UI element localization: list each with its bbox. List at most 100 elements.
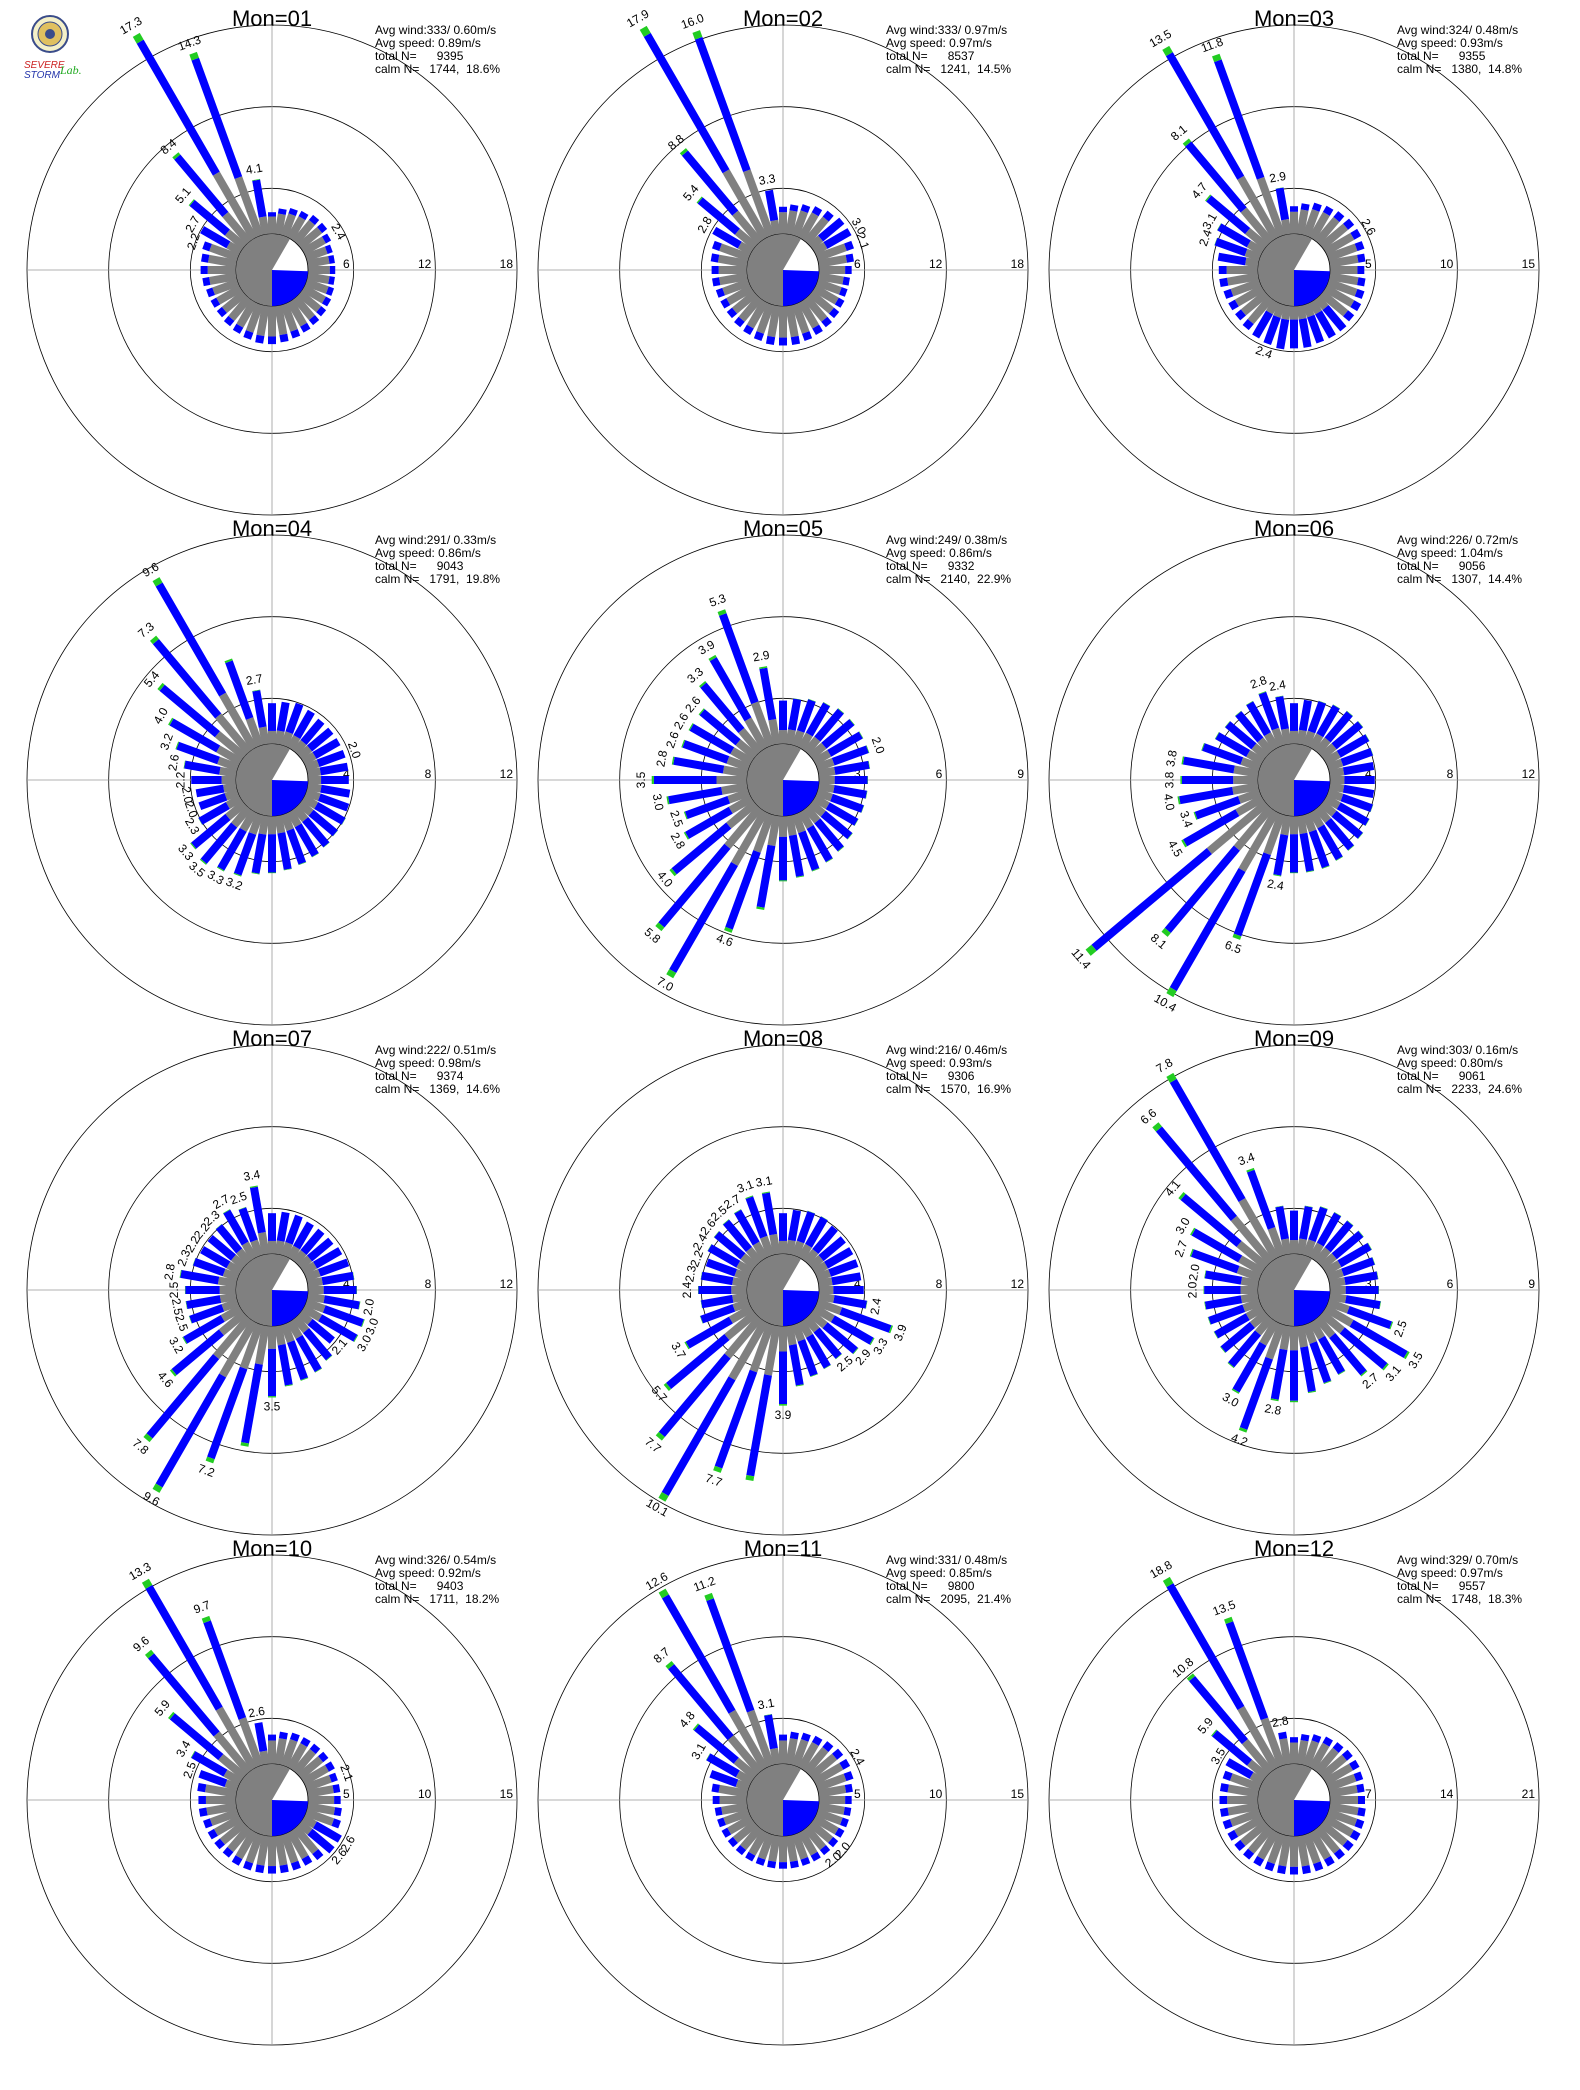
stats-line: total N= 9061 bbox=[1397, 1069, 1486, 1083]
wind-petal bbox=[1326, 1808, 1365, 1829]
petal-segment bbox=[203, 1818, 213, 1829]
petal-segment bbox=[1340, 747, 1374, 767]
wind-petal bbox=[274, 1731, 288, 1766]
petal-segment bbox=[658, 1588, 669, 1599]
petal-segment bbox=[796, 699, 816, 733]
petal-segment bbox=[699, 681, 707, 688]
wind-petal bbox=[200, 1246, 243, 1276]
wind-petal bbox=[1166, 809, 1280, 998]
ring-label: 12 bbox=[500, 767, 514, 781]
wind-petal bbox=[1328, 762, 1375, 778]
wind-petal bbox=[1238, 1322, 1286, 1433]
petal-segment bbox=[191, 1751, 228, 1777]
petal-segment bbox=[1349, 1829, 1361, 1841]
petal-segment bbox=[1246, 701, 1271, 737]
petal-segment bbox=[721, 1827, 732, 1838]
petal-segment bbox=[274, 814, 286, 834]
petal-segment bbox=[840, 1817, 849, 1828]
wind-petal bbox=[1178, 1192, 1269, 1270]
stats-line: calm N= 1307, 14.4% bbox=[1397, 572, 1523, 586]
petal-segment bbox=[1319, 1754, 1348, 1780]
petal-value-label: 2.9 bbox=[1268, 169, 1287, 186]
petal-segment bbox=[1343, 310, 1355, 322]
petal-segment bbox=[222, 782, 238, 793]
windrose-svg: 5 10 153.111.212.68.74.83.1 2.42.02.0 bbox=[537, 1554, 1029, 2046]
stats-line: Avg speed: 0.80m/s bbox=[1397, 1056, 1503, 1070]
petal-segment bbox=[182, 1336, 188, 1345]
petal-value-label: 2.4 bbox=[1268, 677, 1287, 694]
petal-segment bbox=[803, 216, 829, 245]
petal-segment bbox=[294, 823, 319, 857]
petal-segment bbox=[1205, 194, 1212, 202]
petal-segment bbox=[708, 654, 717, 662]
wind-petal bbox=[280, 1732, 300, 1768]
windrose-panel: Mon=02 6 12 18 3.3 16.0 17.9 8.8 5.4 2.8 3.0 2.1 Avg… bbox=[523, 6, 1043, 528]
petal-segment bbox=[1227, 1829, 1239, 1841]
petal-segment bbox=[1254, 1315, 1274, 1336]
wind-petal bbox=[785, 698, 802, 746]
petal-segment bbox=[746, 299, 769, 329]
wind-petal bbox=[145, 1649, 252, 1775]
windrose-svg: 5 10 152.911.813.58.14.73.12.42.62.4 bbox=[1048, 24, 1540, 516]
petal-segment bbox=[145, 1649, 155, 1659]
petal-segment bbox=[1328, 1784, 1358, 1798]
wind-petal bbox=[190, 800, 247, 850]
petal-segment bbox=[256, 304, 270, 337]
wind-petal bbox=[1177, 782, 1260, 805]
petal-segment bbox=[1281, 218, 1292, 236]
wind-petal bbox=[292, 295, 320, 326]
petal-value-label: 2.2 bbox=[687, 1248, 706, 1269]
petal-value-label: 2.4 bbox=[328, 221, 349, 243]
petal-segment bbox=[306, 272, 330, 284]
wind-petal bbox=[1323, 1814, 1361, 1841]
wind-petal bbox=[756, 814, 781, 910]
calm-wedge-blue bbox=[783, 270, 819, 306]
wind-petal bbox=[200, 226, 243, 256]
petal-segment bbox=[745, 1851, 756, 1862]
petal-segment bbox=[1319, 1820, 1348, 1847]
petal-segment bbox=[700, 1294, 734, 1309]
ring-label: 15 bbox=[500, 1787, 514, 1801]
wind-petal bbox=[1234, 710, 1274, 755]
wind-petal bbox=[720, 284, 754, 309]
petal-segment bbox=[722, 278, 751, 296]
ring-label: 12 bbox=[929, 257, 943, 271]
petal-segment bbox=[743, 324, 754, 336]
petal-value-label: 9.6 bbox=[130, 1633, 152, 1655]
stats-line: calm N= 1711, 18.2% bbox=[375, 1592, 500, 1606]
petal-segment bbox=[223, 315, 235, 327]
petal-segment bbox=[1278, 1834, 1292, 1867]
petal-segment bbox=[721, 782, 749, 795]
petal-segment bbox=[286, 216, 306, 241]
wind-petal bbox=[655, 805, 763, 932]
petal-value-label: 2.0 bbox=[345, 740, 364, 761]
petal-segment bbox=[1190, 1227, 1196, 1236]
petal-value-label: 2.0 bbox=[1186, 1281, 1200, 1298]
petal-segment bbox=[808, 742, 827, 760]
wind-petal bbox=[700, 1271, 749, 1288]
wind-petal bbox=[280, 1322, 309, 1381]
wind-petal bbox=[1296, 304, 1312, 348]
petal-segment bbox=[797, 299, 820, 329]
petal-segment bbox=[728, 1304, 754, 1324]
petal-segment bbox=[258, 814, 270, 835]
petal-segment bbox=[808, 800, 826, 817]
wind-petal bbox=[297, 222, 328, 250]
petal-segment bbox=[198, 802, 230, 825]
wind-petal bbox=[1219, 1802, 1260, 1817]
petal-segment bbox=[206, 1802, 238, 1816]
petal-segment bbox=[1323, 1814, 1354, 1837]
petal-segment bbox=[1204, 1270, 1243, 1285]
petal-segment bbox=[1228, 1330, 1262, 1368]
wind-petal bbox=[735, 1825, 763, 1856]
petal-segment bbox=[700, 1304, 736, 1324]
petal-segment bbox=[312, 1821, 342, 1843]
petal-segment bbox=[1242, 1298, 1262, 1313]
petal-segment bbox=[830, 793, 864, 813]
petal-segment bbox=[842, 276, 850, 286]
petal-segment bbox=[764, 1324, 781, 1376]
petal-segment bbox=[286, 809, 302, 828]
wind-petal bbox=[797, 299, 823, 336]
petal-segment bbox=[814, 708, 844, 742]
petal-value-label: 2.4 bbox=[1254, 343, 1275, 362]
